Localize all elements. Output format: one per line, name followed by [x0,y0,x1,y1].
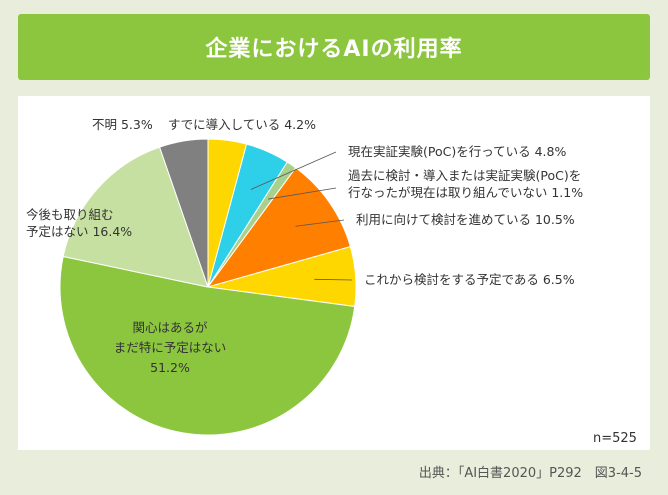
slice-label-line: 関心はあるが [132,320,208,335]
slice-labels: すでに導入している 4.2% 現在実証実験(PoC)を行っている 4.8% 過去に検… [26,117,583,375]
slice-label-line: 過去に検討・導入または実証実験(PoC)を [348,168,581,183]
leader-lines [250,151,353,281]
leader-line-1 [250,151,337,190]
slice-label-line: 不明 5.3% [92,117,153,132]
slice-label-3: 利用に向けて検討を進めている 10.5% [356,212,575,227]
source-citation: 出典：「AI白書2020」P292 図3-4-5 [418,466,642,481]
pie-slice-7 [158,138,209,288]
slice-label-line: これから検討をする予定である 6.5% [364,272,575,287]
leader-line-2 [268,187,337,200]
chart-title: 企業におけるAIの利用率 [205,37,463,62]
slice-label-line: 利用に向けて検討を進めている 10.5% [356,212,575,227]
slice-label-line: 今後も取り組む [26,207,114,222]
pie-slice-6 [62,146,209,288]
pie-chart: すでに導入している 4.2% 現在実証実験(PoC)を行っている 4.8% 過去に検… [26,117,637,446]
chart-panel: すでに導入している 4.2% 現在実証実験(PoC)を行っている 4.8% 過去に検… [18,96,650,450]
slice-label-7: 不明 5.3% [92,117,153,132]
slice-label-line: 51.2% [150,360,190,375]
pie-slice-5 [59,255,356,436]
slice-label-line: 現在実証実験(PoC)を行っている 4.8% [348,144,566,159]
slice-label-5: 関心はあるがまだ特に予定はない 51.2% [114,320,227,375]
slice-label-line: まだ特に予定はない [114,340,227,355]
slice-label-line: すでに導入している 4.2% [168,117,316,132]
slice-label-line: 予定はない 16.4% [26,224,132,239]
pie-slices [59,138,357,436]
sample-size-note: n=525 [593,431,637,446]
slice-label-0: すでに導入している 4.2% [168,117,316,132]
slice-label-2: 過去に検討・導入または実証実験(PoC)を行なったが現在は取り組んでいない 1.… [348,168,583,200]
leader-line-4 [314,278,353,281]
title-bar: 企業におけるAIの利用率 [18,14,650,80]
leader-line-3 [295,219,345,227]
slice-label-6: 今後も取り組む予定はない 16.4% [26,207,132,239]
slice-label-4: これから検討をする予定である 6.5% [364,272,575,287]
slice-label-line: 行なったが現在は取り組んでいない 1.1% [348,185,583,200]
slice-label-1: 現在実証実験(PoC)を行っている 4.8% [348,144,566,159]
pie-slice-3 [206,167,351,288]
